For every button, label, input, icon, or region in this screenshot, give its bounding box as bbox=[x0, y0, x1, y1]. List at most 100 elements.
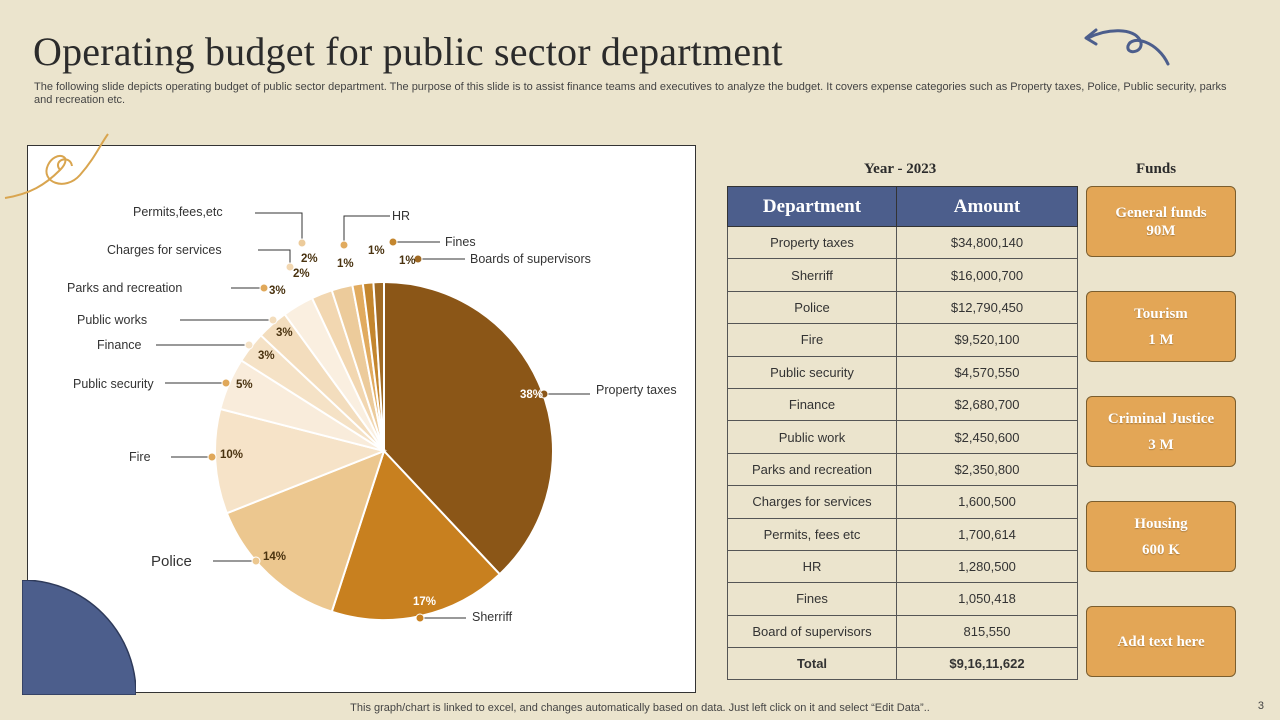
fund-amount: 3 M bbox=[1148, 436, 1174, 453]
slice-percent-label: 3% bbox=[269, 285, 286, 297]
table-row: Charges for services 1,600,500 bbox=[727, 485, 1078, 519]
callout-dot bbox=[221, 378, 231, 388]
department-cell: Fines bbox=[727, 582, 897, 616]
amount-cell: 815,550 bbox=[896, 614, 1078, 649]
fund-box-housing: Housing 600 K bbox=[1086, 501, 1236, 572]
department-cell: Sherriff bbox=[727, 258, 897, 292]
amount-cell: 1,600,500 bbox=[896, 485, 1078, 519]
slice-percent-label: 1% bbox=[399, 255, 416, 267]
amount-cell: $9,520,100 bbox=[896, 323, 1078, 357]
page-number: 3 bbox=[1257, 700, 1264, 712]
amount-cell: $34,800,140 bbox=[896, 225, 1078, 260]
callout-dot bbox=[388, 237, 398, 247]
slice-percent-label: 2% bbox=[293, 268, 310, 280]
slice-percent-label: 14% bbox=[263, 551, 286, 563]
slice-category-label: Permits,fees,etc bbox=[133, 205, 223, 219]
callout-dot bbox=[297, 238, 307, 248]
department-cell: Board of supervisors bbox=[727, 614, 897, 649]
amount-cell: 1,050,418 bbox=[896, 582, 1078, 616]
amount-cell: $2,350,800 bbox=[896, 452, 1078, 487]
callout-dot bbox=[259, 283, 269, 293]
table-row: Property taxes $34,800,140 bbox=[727, 225, 1078, 260]
amount-cell: 1,280,500 bbox=[896, 549, 1078, 584]
department-cell: Finance bbox=[727, 387, 897, 422]
table-row: Fines 1,050,418 bbox=[727, 582, 1078, 616]
fund-title: Criminal Justice bbox=[1107, 410, 1215, 427]
table-row: Fire $9,520,100 bbox=[727, 323, 1078, 357]
pie-slice-police bbox=[225, 449, 386, 613]
pie-slice-fire bbox=[214, 407, 388, 515]
slice-category-label: Sherriff bbox=[472, 610, 513, 624]
pie-chart-panel: Property taxes 38% Sherriff 17% Police 14% Fir… bbox=[27, 145, 696, 693]
department-cell: Public work bbox=[727, 420, 897, 454]
slice-category-label: Public security bbox=[73, 377, 154, 391]
department-cell: Police bbox=[727, 290, 897, 325]
slice-category-label: Parks and recreation bbox=[67, 281, 182, 295]
slice-category-label: Fire bbox=[129, 450, 151, 464]
pie-chart: Property taxes 38% Sherriff 17% Police 14% Fir… bbox=[67, 205, 677, 624]
table-header-row: Department Amount bbox=[727, 186, 1078, 227]
callout-leader-line bbox=[255, 212, 303, 243]
slice-category-label: HR bbox=[392, 209, 410, 223]
department-cell: Charges for services bbox=[727, 485, 897, 519]
callout-dot bbox=[244, 340, 254, 350]
fund-box-tourism: Tourism 1 M bbox=[1086, 291, 1236, 362]
slice-percent-label: 10% bbox=[220, 449, 243, 461]
fund-box-criminal-justice: Criminal Justice 3 M bbox=[1086, 396, 1236, 467]
callout-leader-line bbox=[343, 215, 390, 245]
table-row: Police $12,790,450 bbox=[727, 290, 1078, 325]
slice-percent-label: 3% bbox=[276, 327, 293, 339]
pie-slice-boards-of-supervisors bbox=[372, 280, 385, 452]
callout-leader-line bbox=[258, 249, 291, 266]
table-row: Sherriff $16,000,700 bbox=[727, 258, 1078, 292]
quarter-circle-decoration bbox=[22, 580, 136, 695]
fund-box-add-text[interactable]: Add text here bbox=[1086, 606, 1236, 677]
department-cell: Public security bbox=[727, 355, 897, 389]
swirl-decoration bbox=[4, 133, 109, 199]
slice-percent-label: 1% bbox=[368, 245, 385, 257]
fund-amount: 1 M bbox=[1148, 331, 1174, 348]
table-total-row: Total $9,16,11,622 bbox=[727, 647, 1078, 681]
department-cell: Parks and recreation bbox=[727, 452, 897, 487]
slice-percent-label: 1% bbox=[337, 258, 354, 270]
department-cell: Property taxes bbox=[727, 225, 897, 260]
slice-category-label: Public works bbox=[77, 313, 147, 327]
budget-table: Department Amount Property taxes $34,800,… bbox=[727, 186, 1078, 681]
slice-percent-label: 5% bbox=[236, 379, 253, 391]
fund-title: Housing bbox=[1134, 515, 1188, 532]
table-row: Permits, fees etc 1,700,614 bbox=[727, 517, 1078, 551]
table-row: Board of supervisors 815,550 bbox=[727, 614, 1078, 649]
footer-note: This graph/chart is linked to excel, and… bbox=[350, 702, 930, 714]
callout-dot bbox=[207, 452, 217, 462]
department-cell: Fire bbox=[727, 323, 897, 357]
amount-cell: $12,790,450 bbox=[896, 290, 1078, 325]
table-row: Finance $2,680,700 bbox=[727, 387, 1078, 422]
slice-category-label: Property taxes bbox=[596, 383, 677, 397]
callout-dot bbox=[268, 315, 278, 325]
slice-percent-label: 3% bbox=[258, 350, 275, 362]
callout-dot bbox=[415, 613, 425, 623]
slice-category-label: Fines bbox=[445, 235, 476, 249]
callout-dot bbox=[413, 254, 423, 264]
column-header-amount: Amount bbox=[896, 186, 1078, 227]
total-amount-cell: $9,16,11,622 bbox=[896, 647, 1078, 681]
slice-category-label: Finance bbox=[97, 338, 142, 352]
total-label-cell: Total bbox=[727, 647, 897, 681]
slice-category-label: Boards of supervisors bbox=[470, 252, 591, 266]
column-header-department: Department bbox=[727, 186, 897, 227]
slice-percent-label: 38% bbox=[520, 389, 543, 401]
amount-cell: 1,700,614 bbox=[896, 517, 1078, 551]
department-cell: HR bbox=[727, 549, 897, 584]
fund-box-general: General funds 90M bbox=[1086, 186, 1236, 257]
callout-dot bbox=[539, 389, 549, 399]
slice-percent-label: 17% bbox=[413, 596, 436, 608]
callout-dot bbox=[285, 262, 295, 272]
page-title: Operating budget for public sector depar… bbox=[33, 29, 783, 74]
table-row: HR 1,280,500 bbox=[727, 549, 1078, 584]
table-year-label: Year - 2023 bbox=[864, 161, 937, 177]
curved-arrow-decoration bbox=[1084, 28, 1170, 66]
amount-cell: $2,680,700 bbox=[896, 387, 1078, 422]
fund-title: General funds bbox=[1115, 204, 1207, 221]
fund-amount: 600 K bbox=[1142, 541, 1180, 558]
fund-title: Tourism bbox=[1134, 305, 1188, 322]
